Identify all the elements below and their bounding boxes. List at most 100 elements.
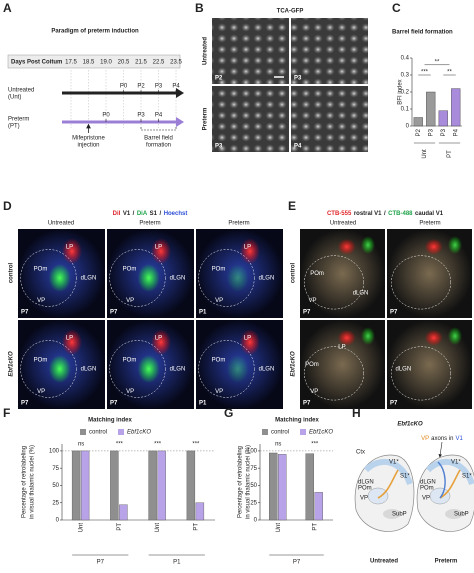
- legend-swatch: [300, 429, 306, 435]
- bar: [186, 450, 196, 521]
- region-label: VP: [309, 298, 317, 304]
- panel-letter: E: [288, 199, 296, 213]
- signal: [137, 354, 160, 383]
- day-label: 22.5: [153, 60, 165, 66]
- y-tick-label: 75: [52, 466, 59, 472]
- region-label: V1*: [389, 460, 399, 466]
- region-label: POm: [420, 486, 434, 492]
- x-tick-label: PT: [312, 523, 318, 531]
- image-label: P7: [21, 310, 29, 316]
- age-label: P4: [172, 84, 180, 90]
- day-label: 18.5: [83, 60, 95, 66]
- image-label: P7: [110, 401, 118, 407]
- outline: [198, 340, 255, 398]
- signal: [448, 327, 462, 346]
- chart-title: Matching index: [275, 418, 319, 424]
- region-label: LP: [244, 335, 251, 341]
- age-label: P2: [137, 84, 145, 90]
- region-label: VP: [310, 389, 318, 395]
- signal: [337, 329, 356, 346]
- outline: [391, 346, 451, 401]
- significance-label: ***: [421, 70, 429, 76]
- thalamus: [429, 487, 451, 505]
- y-tick-label: 0: [406, 124, 410, 130]
- chart-title: Matching index: [88, 418, 132, 424]
- outline: [109, 249, 166, 307]
- cortex-band: [363, 459, 413, 486]
- significance-label: ***: [192, 441, 200, 447]
- y-axis-label: in visual thalamic nuclei (%): [30, 445, 36, 519]
- bar: [426, 91, 436, 127]
- region-label: VP: [360, 496, 368, 502]
- day-label: 20.5: [118, 60, 130, 66]
- thalamus: [367, 487, 389, 505]
- region-label: Ctx: [356, 450, 365, 456]
- signal: [448, 236, 462, 255]
- micrograph: [212, 86, 289, 152]
- bar: [314, 492, 323, 521]
- region-label: V1*: [451, 460, 461, 466]
- y-tick-label: 0: [254, 518, 258, 524]
- y-axis-label: BFI index: [398, 79, 404, 104]
- day-label: 23.5: [170, 60, 182, 66]
- signal: [150, 238, 171, 265]
- panel-title: Paradigm of preterm induction: [51, 29, 139, 35]
- panel-letter: A: [3, 1, 12, 15]
- micrograph: [291, 86, 368, 152]
- region-label: dLGN: [81, 276, 97, 282]
- region-label: VP: [126, 298, 134, 304]
- row-label: control: [9, 263, 15, 284]
- heading-part: /: [160, 211, 162, 217]
- image-label: P4: [294, 144, 302, 150]
- signal: [361, 236, 375, 255]
- bar: [438, 110, 448, 127]
- signal: [424, 329, 443, 346]
- y-tick-label: 0.2: [401, 90, 410, 96]
- bar: [305, 453, 314, 521]
- region-label: VP: [37, 389, 45, 395]
- micrograph: [212, 18, 289, 84]
- region-label: VP: [215, 298, 223, 304]
- significance-label: ***: [154, 441, 162, 447]
- signal: [239, 329, 260, 356]
- extra-projection: [437, 461, 446, 499]
- arrow-label: injection: [77, 143, 99, 149]
- bar: [451, 88, 461, 127]
- region-label: LP: [338, 344, 345, 350]
- outline: [391, 255, 451, 310]
- region-label: SubP: [454, 512, 469, 518]
- region-label: LP: [155, 244, 162, 250]
- bar: [119, 504, 128, 521]
- outline: [304, 346, 364, 401]
- region-label: POm: [310, 271, 324, 277]
- region-label: dLGN: [170, 367, 186, 373]
- heading-part: Hoechst: [164, 211, 188, 217]
- image-label: P2: [215, 76, 223, 82]
- group-label: P7: [97, 560, 105, 566]
- y-axis-label: Percentage of retrolabeling: [22, 446, 28, 518]
- y-tick-label: 0.4: [401, 56, 410, 62]
- bar: [148, 450, 157, 521]
- image-label: P3: [215, 144, 223, 150]
- row-label: Preterm: [8, 117, 29, 123]
- x-tick-label: Unt: [276, 523, 282, 533]
- table-header: [7, 54, 181, 69]
- panel-letter: F: [3, 406, 10, 420]
- region-label: dLGN: [396, 367, 412, 373]
- caption: Untreated: [370, 559, 398, 565]
- timeline-head: [176, 88, 184, 98]
- timeline-head: [176, 117, 184, 127]
- header-label: Days Post Coitum: [11, 60, 62, 66]
- caption: Preterm: [435, 559, 458, 565]
- arrow-label: Mifepristone: [72, 136, 105, 142]
- age-label: P3: [155, 84, 163, 90]
- signal: [226, 263, 249, 292]
- group-label: Unt: [422, 149, 428, 159]
- signal: [239, 238, 260, 265]
- region-label: LP: [244, 244, 251, 250]
- heading-part: V1: [123, 211, 131, 217]
- group-label: PT: [447, 150, 453, 158]
- bracket: [140, 127, 177, 131]
- x-tick-label: P3: [441, 128, 447, 136]
